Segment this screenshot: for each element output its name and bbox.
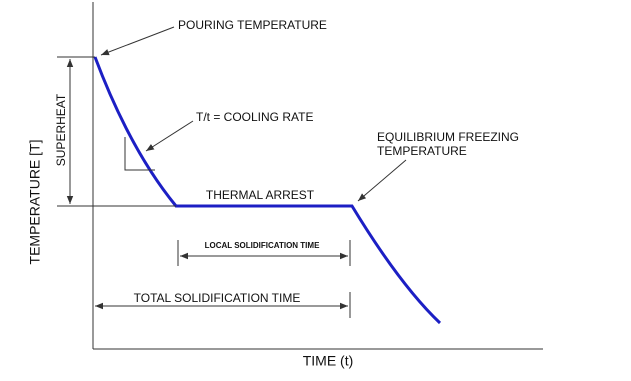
pouring-arrow [100, 26, 175, 56]
equilibrium-label: TEMPERATURE [377, 144, 467, 158]
pouring-label: POURING TEMPERATURE [178, 18, 327, 32]
equilibrium-arrow [357, 159, 407, 202]
local-time-label: LOCAL SOLIDIFICATION TIME [205, 241, 320, 250]
cooling-rate-label: T/t = COOLING RATE [196, 110, 313, 124]
equilibrium-label: EQUILIBRIUM FREEZING [377, 130, 519, 144]
x-axis-label: TIME (t) [303, 353, 354, 369]
slope-triangle [124, 137, 155, 171]
cooling-rate-arrow [145, 120, 194, 152]
total-time-label: TOTAL SOLIDIFICATION TIME [134, 291, 301, 305]
y-axis-label: TEMPERATURE [T] [27, 140, 43, 265]
superheat-label: SUPERHEAT [54, 93, 68, 166]
thermal-arrest-label: THERMAL ARREST [206, 188, 315, 202]
